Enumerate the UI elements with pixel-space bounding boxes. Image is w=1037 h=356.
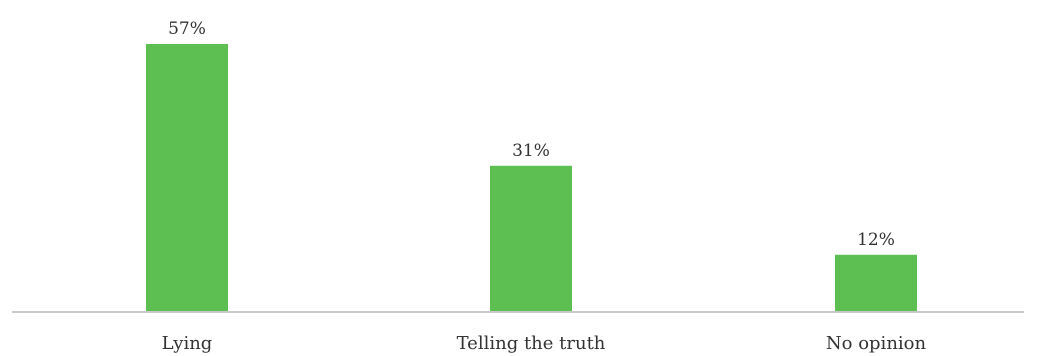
data-label-2: 12% [857,230,895,250]
data-label-0: 57% [168,19,206,39]
x-tick-label-0: Lying [162,333,213,354]
bar-2 [835,254,917,311]
bars-group [146,44,917,311]
bar-1 [490,165,572,311]
x-tick-label-2: No opinion [826,333,927,354]
x-tick-label-1: Telling the truth [457,333,606,354]
bar-0 [146,44,228,311]
labels-group: 57% Lying 31% Telling the truth 12% No opinio… [162,19,927,354]
data-label-1: 31% [512,141,550,161]
